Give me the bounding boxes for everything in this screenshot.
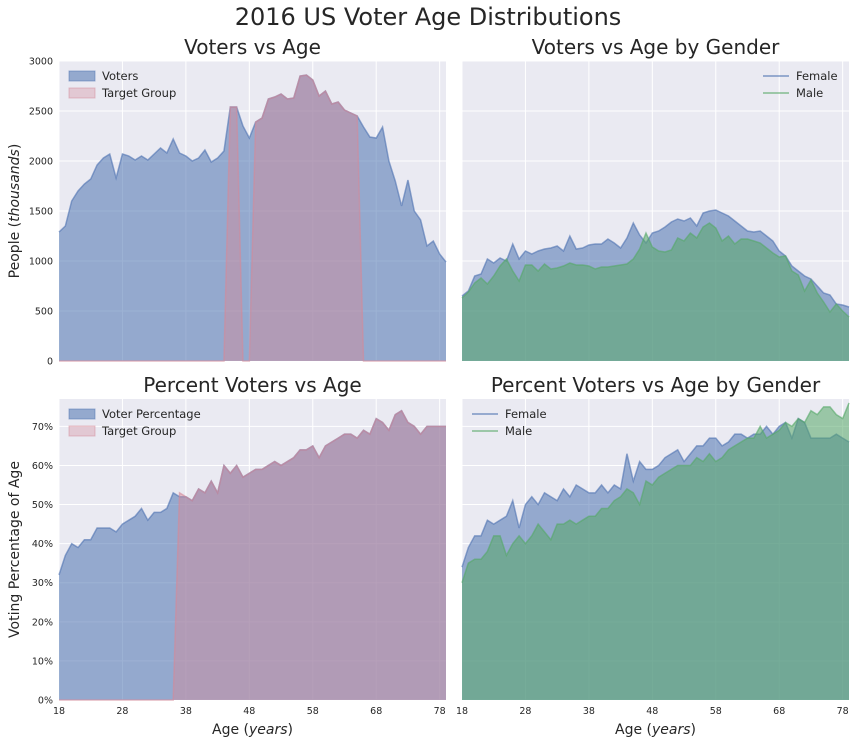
panel-percent-voters-vs-age-by-gender: Percent Voters vs Age by Gender 18 28 38 48 5… [456,373,850,738]
series-line-target-group [59,74,446,362]
series-area-voter-percentage [59,410,446,700]
x-axis-label: Age (years) [212,722,293,738]
y-tick-label: 10% [32,656,53,667]
y-tick-label: 30% [32,578,53,589]
y-tick-label: 0% [38,696,53,707]
x-tick-label: 28 [116,706,128,717]
panel-title: Voters vs Age by Gender [532,35,781,59]
figure-suptitle: 2016 US Voter Age Distributions [235,3,622,31]
legend-swatch-target-group [68,425,96,437]
y-tick-label: 3000 [29,57,53,68]
x-tick-label: 38 [180,706,192,717]
panel-percent-voters-vs-age: Percent Voters vs Age 0% 10% 20% 30% 40% 50% 60… [7,373,446,738]
legend: Female Male [472,407,547,438]
legend-label-male: Male [505,424,532,438]
x-tick-label: 68 [370,706,382,717]
series-area-male [462,223,849,361]
series-line-male [461,222,850,318]
series-line-voters [58,74,447,263]
series-line-female [461,209,850,308]
legend-label-female: Female [796,69,838,83]
panel-voters-vs-age-by-gender: Voters vs Age by Gender Female Male [461,35,850,362]
y-tick-label: 1500 [29,207,53,218]
y-tick-label: 70% [32,422,53,433]
series-area-target-group [59,410,446,700]
x-tick-label: 18 [456,706,468,717]
legend-swatch-target-group [68,87,96,99]
legend-label-female: Female [505,407,547,421]
y-tick-label: 2500 [29,107,53,118]
x-tick-label: 28 [519,706,531,717]
x-tick-label: 18 [53,706,65,717]
panel-title: Percent Voters vs Age by Gender [491,373,821,397]
x-tick-label: 78 [434,706,446,717]
x-tick-label: 78 [837,706,849,717]
legend: Voter Percentage Target Group [68,407,201,438]
legend-label-male: Male [796,86,823,100]
legend-label-target-group: Target Group [101,424,176,438]
y-tick-label: 1000 [29,257,53,268]
y-tick-label: 20% [32,617,53,628]
x-tick-label: 68 [773,706,785,717]
series-line-target-group [59,409,446,701]
legend-label-voter-percentage: Voter Percentage [102,407,201,421]
panel-voters-vs-age: Voters vs Age 0 500 1000 1500 2000 2500 3000 Peo… [7,35,447,368]
y-tick-label: 2000 [29,157,53,168]
series-area-male [462,402,849,700]
legend-label-voters: Voters [102,69,138,83]
y-axis-label: People (thousands) [7,144,23,279]
y-tick-label: 40% [32,539,53,550]
x-tick-label: 58 [307,706,319,717]
legend: Female Male [763,69,838,100]
series-line-male [461,402,850,583]
series-area-target-group [59,75,446,361]
legend-swatch-voter-percentage [68,408,96,420]
legend: Voters Target Group [68,69,176,100]
y-tick-label: 60% [32,461,53,472]
x-axis-label: Age (years) [615,722,696,738]
y-tick-label: 500 [35,307,53,318]
x-tick-label: 38 [583,706,595,717]
legend-label-target-group: Target Group [101,86,176,100]
x-tick-label: 48 [646,706,658,717]
x-tick-label: 48 [243,706,255,717]
x-tick-label: 58 [710,706,722,717]
legend-swatch-voters [68,70,96,82]
panel-title: Voters vs Age [184,35,321,59]
y-axis-label: Voting Percentage of Age [7,461,23,638]
y-tick-label: 0 [47,357,53,368]
panel-title: Percent Voters vs Age [143,373,361,397]
y-tick-label: 50% [32,500,53,511]
